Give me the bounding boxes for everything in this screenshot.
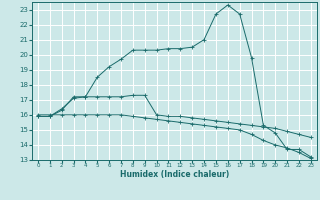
X-axis label: Humidex (Indice chaleur): Humidex (Indice chaleur) (120, 170, 229, 179)
